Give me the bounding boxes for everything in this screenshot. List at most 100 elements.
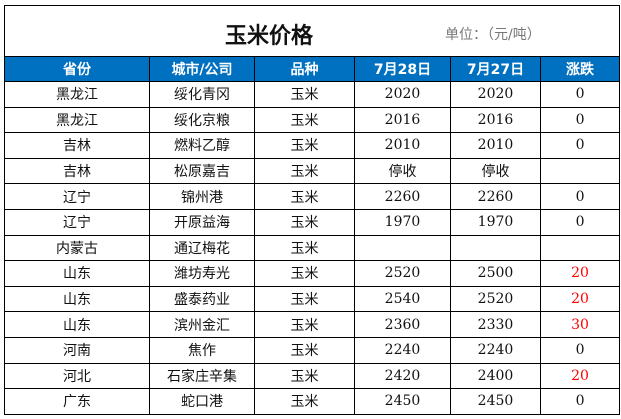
cell-price-jul27: 2450 xyxy=(450,388,541,415)
cell-city-company: 锦州港 xyxy=(149,183,255,210)
cell-city-company: 绥化京粮 xyxy=(149,106,255,134)
cell-variety: 玉米 xyxy=(254,183,355,210)
column-header-change: 涨跌 xyxy=(539,56,621,82)
cell-price-jul28: 2540 xyxy=(354,285,451,313)
cell-change: 30 xyxy=(539,311,621,338)
cell-city-company: 松原嘉吉 xyxy=(149,157,255,185)
cell-price-jul28: 2016 xyxy=(354,106,451,134)
cell-price-jul28: 2450 xyxy=(354,388,451,415)
cell-province: 黑龙江 xyxy=(4,81,150,108)
cell-price-jul28: 2420 xyxy=(354,362,451,390)
table-title: 玉米价格 xyxy=(225,23,314,49)
cell-variety: 玉米 xyxy=(254,157,355,185)
cell-change xyxy=(539,234,621,262)
cell-variety: 玉米 xyxy=(254,234,355,262)
column-header-province: 省份 xyxy=(4,56,150,82)
price-table-container: 玉米价格 单位：（元/吨） 省份 城市/公司 品种 7月28日 7月27日 涨跌 黑龙江绥… xyxy=(3,5,621,415)
cell-change: 0 xyxy=(539,81,621,108)
cell-price-jul27: 2240 xyxy=(450,336,541,364)
cell-variety: 玉米 xyxy=(254,106,355,134)
table-row: 辽宁 开原益海 玉米 1970 1970 0 xyxy=(4,208,621,236)
cell-city-company: 开原益海 xyxy=(149,208,255,236)
table-row: 辽宁 锦州港 玉米 2260 2260 0 xyxy=(4,183,621,210)
cell-price-jul27: 2400 xyxy=(450,362,541,390)
cell-variety: 玉米 xyxy=(254,362,355,390)
cell-province: 内蒙古 xyxy=(4,234,150,262)
cell-variety: 玉米 xyxy=(254,260,355,287)
cell-change: 20 xyxy=(539,362,621,390)
cell-price-jul27: 2330 xyxy=(450,311,541,338)
corn-price-table: 玉米价格 单位：（元/吨） 省份 城市/公司 品种 7月28日 7月27日 涨跌 黑龙江绥… xyxy=(3,5,621,415)
table-row: 黑龙江 绥化京粮 玉米 2016 2016 0 xyxy=(4,106,621,134)
cell-price-jul28: 1970 xyxy=(354,208,451,236)
cell-province: 广东 xyxy=(4,388,150,415)
table-row: 山东 潍坊寿光 玉米 2520 2500 20 xyxy=(4,260,621,287)
cell-city-company: 盛泰药业 xyxy=(149,285,255,313)
table-row: 吉林 松原嘉吉 玉米 停收 停收 xyxy=(4,157,621,185)
cell-city-company: 潍坊寿光 xyxy=(149,260,255,287)
cell-province: 山东 xyxy=(4,311,150,338)
cell-province: 山东 xyxy=(4,285,150,313)
cell-variety: 玉米 xyxy=(254,336,355,364)
table-row: 山东 盛泰药业 玉米 2540 2520 20 xyxy=(4,285,621,313)
cell-price-jul28 xyxy=(354,234,451,262)
cell-city-company: 蛇口港 xyxy=(149,388,255,415)
cell-price-jul28: 2240 xyxy=(354,336,451,364)
cell-price-jul28: 2010 xyxy=(354,132,451,159)
column-header-price-jul27: 7月27日 xyxy=(450,56,541,82)
cell-variety: 玉米 xyxy=(254,285,355,313)
cell-change: 0 xyxy=(539,106,621,134)
cell-price-jul27: 2500 xyxy=(450,260,541,287)
cell-variety: 玉米 xyxy=(254,208,355,236)
cell-price-jul27 xyxy=(450,234,541,262)
cell-price-jul28: 2360 xyxy=(354,311,451,338)
cell-city-company: 焦作 xyxy=(149,336,255,364)
cell-price-jul27: 2010 xyxy=(450,132,541,159)
cell-price-jul28: 2020 xyxy=(354,81,451,108)
cell-price-jul27: 2020 xyxy=(450,81,541,108)
title-cell: 玉米价格 单位：（元/吨） xyxy=(3,5,621,57)
cell-variety: 玉米 xyxy=(254,81,355,108)
cell-province: 黑龙江 xyxy=(4,106,150,134)
cell-province: 河南 xyxy=(4,336,150,364)
cell-change: 0 xyxy=(539,132,621,159)
cell-price-jul27: 停收 xyxy=(450,157,541,185)
header-row: 省份 城市/公司 品种 7月28日 7月27日 涨跌 xyxy=(4,56,621,82)
cell-variety: 玉米 xyxy=(254,388,355,415)
cell-city-company: 绥化青冈 xyxy=(149,81,255,108)
cell-price-jul27: 1970 xyxy=(450,208,541,236)
cell-province: 河北 xyxy=(4,362,150,390)
cell-price-jul28: 2520 xyxy=(354,260,451,287)
table-row: 黑龙江 绥化青冈 玉米 2020 2020 0 xyxy=(4,81,621,108)
unit-label: 单位：（元/吨） xyxy=(445,27,541,43)
cell-province: 山东 xyxy=(4,260,150,287)
cell-change: 20 xyxy=(539,260,621,287)
cell-change: 20 xyxy=(539,285,621,313)
cell-city-company: 石家庄辛集 xyxy=(149,362,255,390)
cell-city-company: 滨州金汇 xyxy=(149,311,255,338)
column-header-variety: 品种 xyxy=(254,56,355,82)
column-header-price-jul28: 7月28日 xyxy=(354,56,451,82)
cell-variety: 玉米 xyxy=(254,311,355,338)
cell-city-company: 燃料乙醇 xyxy=(149,132,255,159)
cell-variety: 玉米 xyxy=(254,132,355,159)
cell-change: 0 xyxy=(539,388,621,415)
column-header-city-company: 城市/公司 xyxy=(149,56,255,82)
cell-province: 辽宁 xyxy=(4,208,150,236)
table-row: 山东 滨州金汇 玉米 2360 2330 30 xyxy=(4,311,621,338)
table-row: 内蒙古 通辽梅花 玉米 xyxy=(4,234,621,262)
table-row: 广东 蛇口港 玉米 2450 2450 0 xyxy=(4,388,621,415)
cell-price-jul27: 2260 xyxy=(450,183,541,210)
cell-price-jul27: 2520 xyxy=(450,285,541,313)
cell-change: 0 xyxy=(539,208,621,236)
cell-change: 0 xyxy=(539,336,621,364)
cell-change: 0 xyxy=(539,183,621,210)
table-row: 河南 焦作 玉米 2240 2240 0 xyxy=(4,336,621,364)
table-row: 河北 石家庄辛集 玉米 2420 2400 20 xyxy=(4,362,621,390)
cell-province: 吉林 xyxy=(4,157,150,185)
cell-price-jul28: 停收 xyxy=(354,157,451,185)
cell-province: 辽宁 xyxy=(4,183,150,210)
cell-province: 吉林 xyxy=(4,132,150,159)
table-row: 吉林 燃料乙醇 玉米 2010 2010 0 xyxy=(4,132,621,159)
cell-price-jul27: 2016 xyxy=(450,106,541,134)
